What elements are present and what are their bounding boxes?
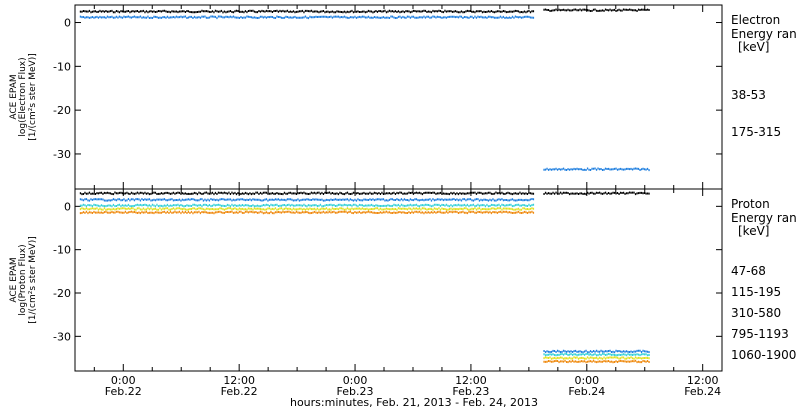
series-points: [79, 203, 535, 208]
electron-panel: 0 -10 -20 -30 ACE EPAM log(Electron Flux) [1/(…: [9, 4, 797, 190]
y-axis-label: ACE EPAM: [9, 74, 19, 119]
series-points: [79, 207, 535, 211]
x-tick-label: 0:00: [343, 374, 368, 387]
series-points: [79, 210, 535, 215]
legend-entry: 47-68: [731, 264, 766, 278]
legend-entry: 1060-1900: [731, 348, 796, 362]
y-tick-label: -30: [53, 330, 71, 343]
series-points: [543, 191, 650, 196]
y-tick-label: -30: [53, 148, 71, 161]
legend-subtitle: Energy ran: [731, 211, 797, 225]
y-axis-label: log(Proton Flux): [18, 244, 28, 315]
proton-panel: 0 -10 -20 -30 ACE EPAM log(Proton Flux) [1/(cm…: [9, 188, 797, 372]
series-points: [543, 356, 650, 360]
series-1060-1900: [79, 210, 650, 364]
series-points: [543, 349, 650, 354]
x-tick-date: Feb.22: [105, 385, 142, 398]
x-tick-label: 0:00: [111, 374, 136, 387]
x-tick-label: 12:00: [455, 374, 487, 387]
legend-entry: 310-580: [731, 306, 781, 320]
series-115-195: [79, 198, 650, 354]
legend-subtitle: Energy ran: [731, 27, 797, 41]
series-795-1193: [79, 207, 650, 360]
x-axis-title: hours:minutes, Feb. 21, 2013 - Feb. 24, …: [290, 396, 538, 409]
x-tick-label: 0:00: [574, 374, 599, 387]
series-points: [543, 359, 650, 364]
legend-entry: 175-315: [731, 125, 781, 139]
legend-entry: 115-195: [731, 285, 781, 299]
series-points: [79, 15, 535, 20]
legend-unit: [keV]: [738, 40, 769, 54]
y-tick-label: -20: [53, 287, 71, 300]
series-points: [543, 8, 650, 12]
series-points: [543, 352, 650, 357]
y-axis-label: [1/(cm²s ster MeV)]: [28, 236, 38, 323]
x-tick-date: Feb.23: [337, 385, 374, 398]
legend-entry: 795-1193: [731, 327, 789, 341]
series-points: [79, 9, 535, 14]
legend-unit: [keV]: [738, 224, 769, 238]
series-38-53: [79, 8, 650, 14]
series-310-580: [79, 203, 650, 357]
y-axis-label: ACE EPAM: [9, 257, 19, 302]
y-tick-label: -10: [53, 60, 71, 73]
y-tick-label: 0: [64, 17, 71, 30]
series-47-68: [79, 191, 650, 196]
legend-title: Electron: [731, 13, 780, 27]
x-tick-date: Feb.22: [221, 385, 258, 398]
series-points: [79, 198, 535, 202]
plot-frame: [74, 188, 723, 372]
x-tick-date: Feb.24: [568, 385, 605, 398]
y-tick-label: -20: [53, 104, 71, 117]
x-tick-date: Feb.23: [452, 385, 489, 398]
x-tick-label: 12:00: [687, 374, 719, 387]
series-points: [543, 167, 650, 172]
series-175-315: [79, 15, 650, 172]
x-tick-label: 12:00: [223, 374, 255, 387]
y-tick-label: 0: [64, 200, 71, 213]
plot-frame: [74, 4, 723, 190]
series-points: [79, 191, 535, 196]
legend-title: Proton: [731, 197, 770, 211]
y-axis-label: [1/(cm²s ster MeV)]: [28, 53, 38, 140]
y-tick-label: -10: [53, 244, 71, 257]
y-axis-label: log(Electron Flux): [18, 57, 28, 136]
x-axis: 0:00Feb.2212:00Feb.220:00Feb.2312:00Feb.…: [93, 5, 721, 398]
legend-entry: 38-53: [731, 88, 766, 102]
x-tick-date: Feb.24: [684, 385, 721, 398]
